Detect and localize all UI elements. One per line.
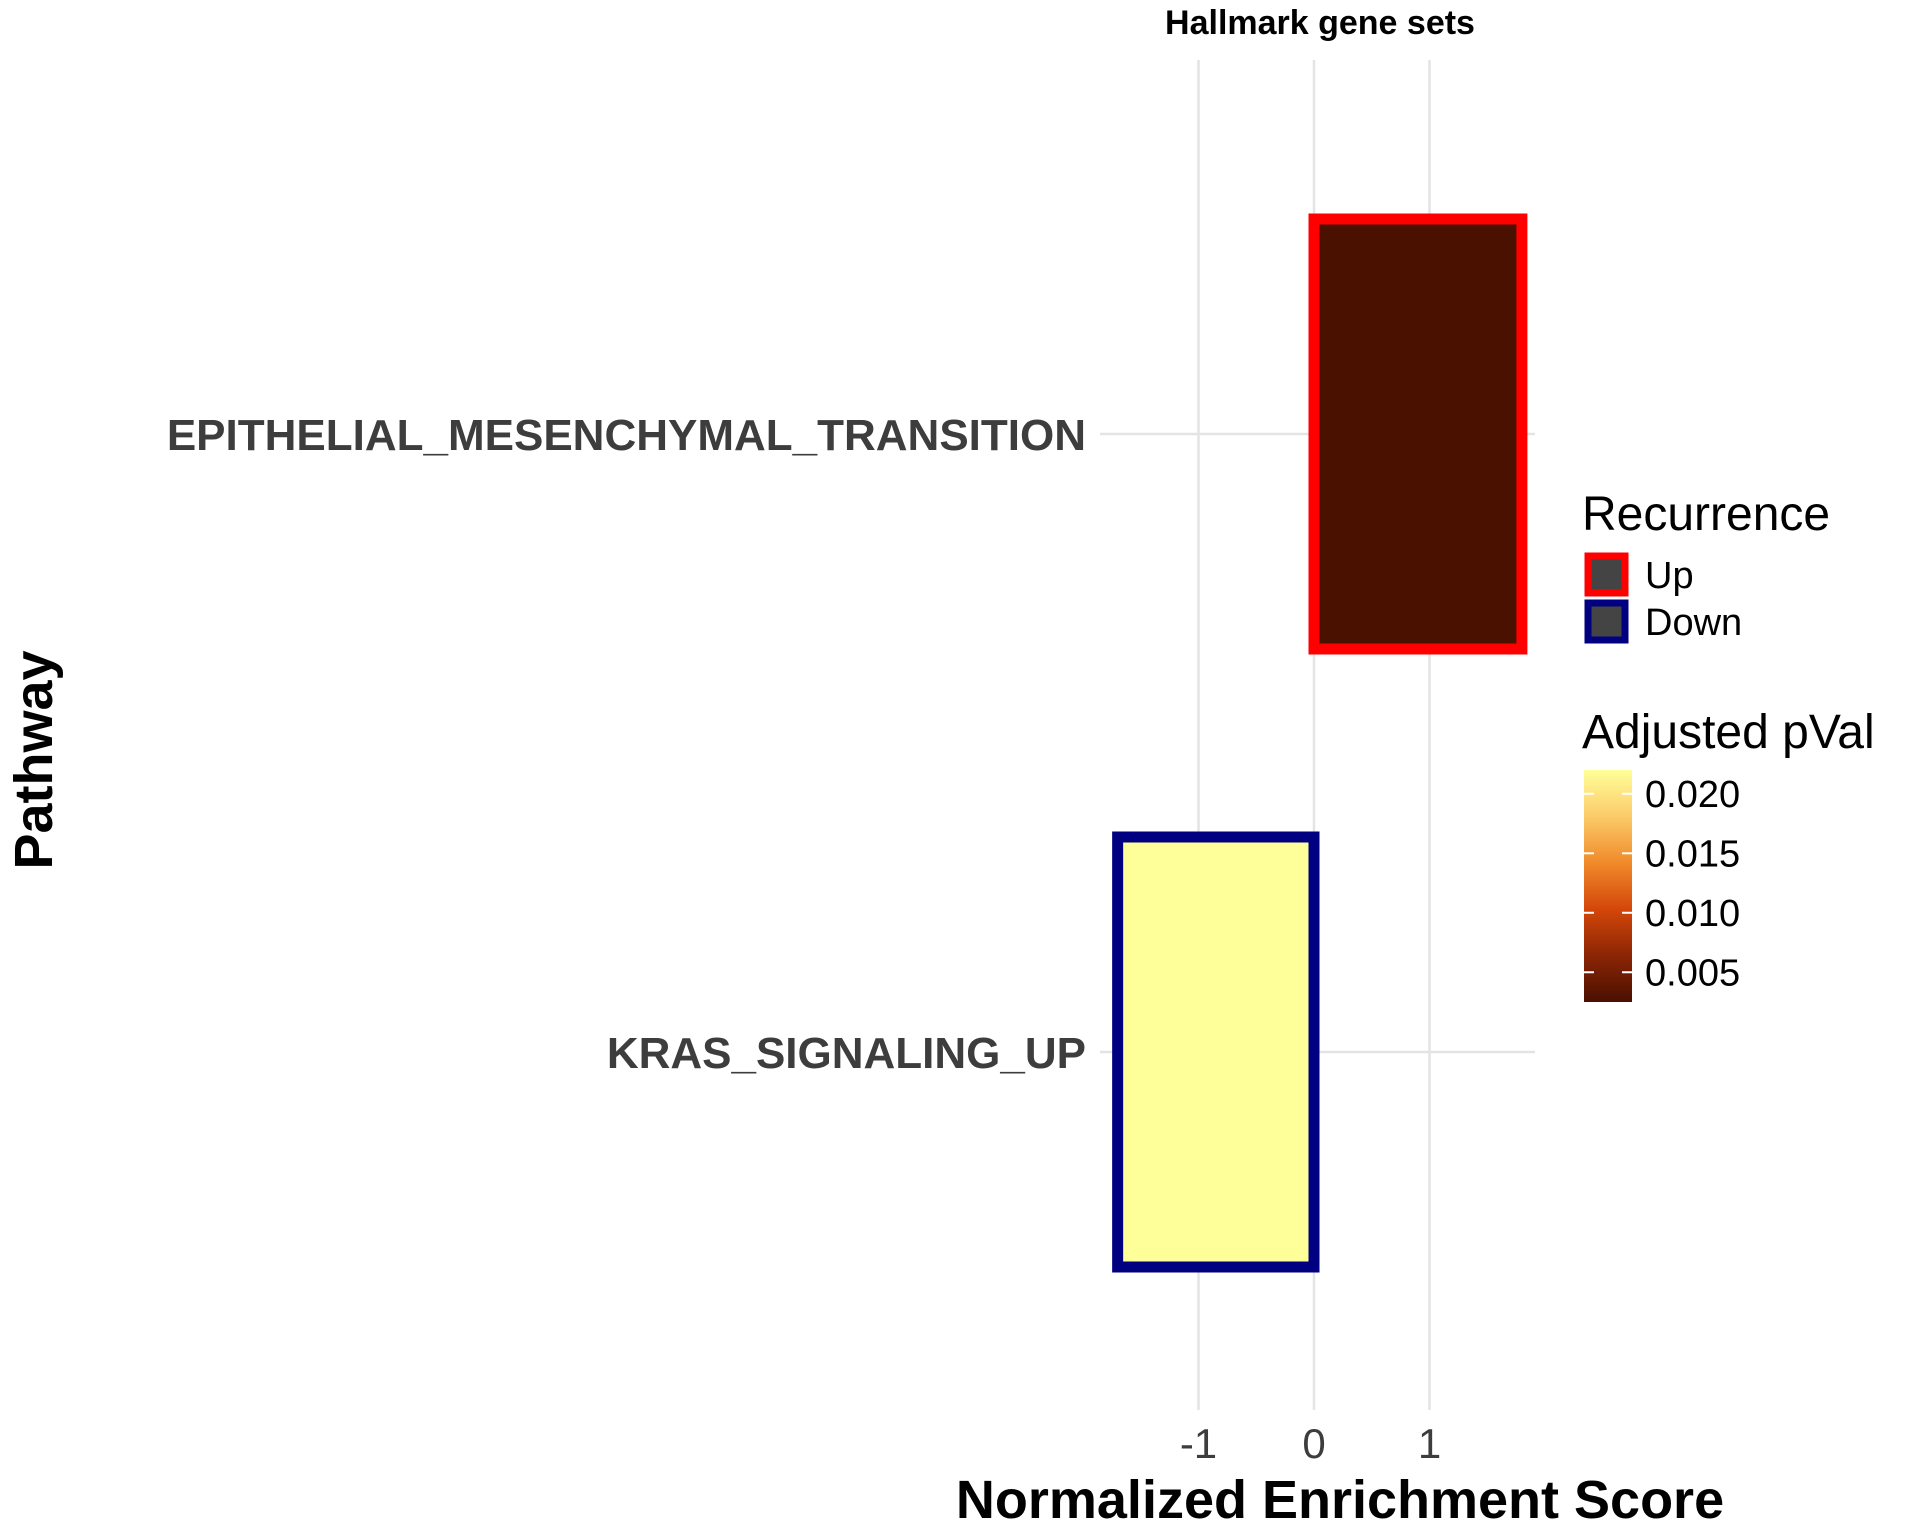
- y-axis-title: Pathway: [4, 650, 64, 869]
- x-tick-labels: -1 0 1: [1180, 1420, 1441, 1467]
- pval-colorbar: [1584, 770, 1632, 1002]
- legend-label: Down: [1645, 602, 1742, 644]
- y-tick-labels: EPITHELIAL_MESENCHYMAL_TRANSITION KRAS_SI…: [167, 411, 1086, 1078]
- legend-key: [1584, 599, 1629, 644]
- x-tick-label: 0: [1302, 1420, 1325, 1467]
- y-tick-label: KRAS_SIGNALING_UP: [607, 1029, 1086, 1078]
- x-tick-label: 1: [1418, 1420, 1441, 1467]
- bar: [1112, 831, 1320, 1273]
- colorbar-tick-label: 0.020: [1645, 774, 1740, 816]
- x-axis-title: Normalized Enrichment Score: [956, 1470, 1724, 1530]
- colorbar-tick-label: 0.015: [1645, 833, 1740, 875]
- colorbar-tick-label: 0.005: [1645, 952, 1740, 994]
- legend-recurrence-title: Recurrence: [1582, 488, 1830, 541]
- y-tick-label: EPITHELIAL_MESENCHYMAL_TRANSITION: [167, 411, 1086, 460]
- legend-pval-title: Adjusted pVal: [1582, 706, 1875, 759]
- legend-key: [1584, 552, 1629, 597]
- legend-recurrence: Recurrence Up Down: [1582, 488, 1830, 644]
- legend-pval: Adjusted pVal 0.020 0.015 0.010 0.005: [1582, 706, 1875, 1002]
- legend-label: Up: [1645, 555, 1694, 597]
- bars: [1112, 213, 1528, 1273]
- bar: [1308, 213, 1528, 655]
- chart-title: Hallmark gene sets: [1165, 4, 1475, 42]
- x-tick-label: -1: [1180, 1420, 1217, 1467]
- colorbar-tick-label: 0.010: [1645, 893, 1740, 935]
